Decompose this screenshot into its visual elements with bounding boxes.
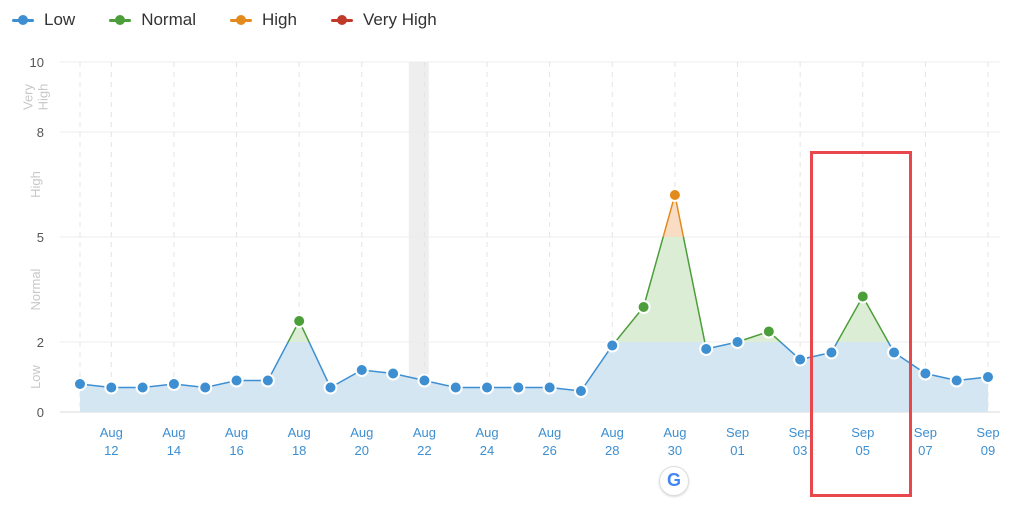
data-point[interactable] [573, 384, 588, 398]
x-tick-day: 09 [981, 443, 995, 458]
x-tick-month: Sep [976, 425, 999, 440]
data-point[interactable] [198, 380, 213, 395]
google-icon[interactable]: G [659, 466, 689, 496]
highlight-annotation-box [810, 151, 912, 497]
x-tick-day: 26 [542, 443, 556, 458]
zone-label-text: Normal [28, 268, 43, 310]
legend-label-high: High [261, 10, 297, 29]
area-fill-high [663, 195, 684, 237]
y-tick-label: 8 [37, 125, 44, 140]
data-point[interactable] [323, 380, 338, 395]
x-tick-month: Sep [914, 425, 937, 440]
data-point[interactable] [166, 377, 181, 391]
x-tick-day: 24 [480, 443, 494, 458]
x-tick-day: 12 [104, 443, 118, 458]
y-tick-label: 2 [37, 335, 44, 350]
x-tick-month: Aug [350, 425, 373, 440]
x-tick-day: 16 [229, 443, 243, 458]
data-point[interactable] [229, 373, 244, 388]
legend-item-high[interactable]: High [229, 10, 297, 30]
data-point[interactable] [855, 289, 870, 304]
data-point[interactable] [824, 345, 839, 360]
x-tick-month: Aug [100, 425, 123, 440]
legend-label-very-high: Very High [362, 10, 437, 29]
legend-marker-very-high [330, 14, 353, 26]
data-point[interactable] [104, 380, 119, 395]
google-icon-glyph: G [666, 470, 681, 490]
x-tick-month: Aug [288, 425, 311, 440]
legend-item-normal[interactable]: Normal [109, 10, 196, 30]
data-point[interactable] [135, 380, 150, 395]
zone-label-text: High [28, 171, 43, 198]
x-tick-day: 22 [417, 443, 431, 458]
data-point[interactable] [480, 380, 495, 395]
data-point[interactable] [292, 314, 307, 328]
data-point[interactable] [949, 373, 964, 388]
data-point[interactable] [887, 345, 902, 360]
area-fill-low [80, 342, 988, 412]
data-point[interactable] [417, 373, 432, 388]
x-tick-day: 30 [668, 443, 682, 458]
x-tick-month: Aug [601, 425, 624, 440]
data-point[interactable] [918, 366, 933, 381]
legend-marker-high [229, 14, 252, 26]
data-point[interactable] [448, 380, 463, 395]
zone-label-very-high: Very High [21, 83, 51, 110]
legend-label-low: Low [44, 10, 76, 29]
data-point[interactable] [511, 380, 526, 395]
x-tick-day: 01 [730, 443, 744, 458]
zone-label-text: Very [21, 83, 36, 110]
data-point[interactable] [667, 188, 682, 202]
y-tick-label: 0 [37, 405, 44, 420]
x-tick-day: 28 [605, 443, 619, 458]
data-point[interactable] [761, 324, 776, 339]
data-point[interactable] [605, 338, 620, 353]
data-point[interactable] [699, 342, 714, 356]
x-tick-month: Aug [413, 425, 436, 440]
data-point[interactable] [981, 370, 995, 384]
legend-label-normal: Normal [141, 10, 196, 29]
data-point[interactable] [260, 373, 275, 388]
zone-label-text: High [36, 84, 51, 111]
data-point[interactable] [730, 335, 745, 349]
y-tick-label: 5 [37, 230, 44, 245]
data-point[interactable] [73, 377, 87, 391]
x-tick-day: 14 [167, 443, 181, 458]
x-tick-month: Sep [851, 425, 874, 440]
x-tick-month: Aug [225, 425, 248, 440]
x-tick-month: Aug [663, 425, 686, 440]
zone-label-normal: Normal [28, 268, 43, 310]
x-tick-day: 05 [856, 443, 870, 458]
legend-item-low[interactable]: Low [12, 10, 75, 30]
x-tick-month: Sep [789, 425, 812, 440]
x-tick-month: Aug [475, 425, 498, 440]
y-tick-label: 10 [30, 55, 44, 70]
data-point[interactable] [636, 300, 651, 314]
data-point[interactable] [793, 352, 808, 367]
x-tick-day: 03 [793, 443, 807, 458]
x-tick-month: Sep [726, 425, 749, 440]
x-tick-month: Aug [162, 425, 185, 440]
zone-label-low: Low [28, 364, 43, 388]
legend-marker-normal [109, 14, 132, 26]
x-tick-day: 07 [918, 443, 932, 458]
x-tick-day: 18 [292, 443, 306, 458]
legend-item-very-high[interactable]: Very High [330, 10, 437, 30]
x-tick-day: 20 [355, 443, 369, 458]
data-point[interactable] [542, 380, 557, 395]
chart-legend: Low Normal High Very High [12, 10, 437, 30]
data-point[interactable] [386, 366, 401, 381]
zone-label-high: High [28, 171, 43, 198]
data-point[interactable] [354, 363, 369, 377]
legend-marker-low [12, 14, 34, 26]
x-tick-month: Aug [538, 425, 561, 440]
zone-label-text: Low [28, 364, 43, 388]
